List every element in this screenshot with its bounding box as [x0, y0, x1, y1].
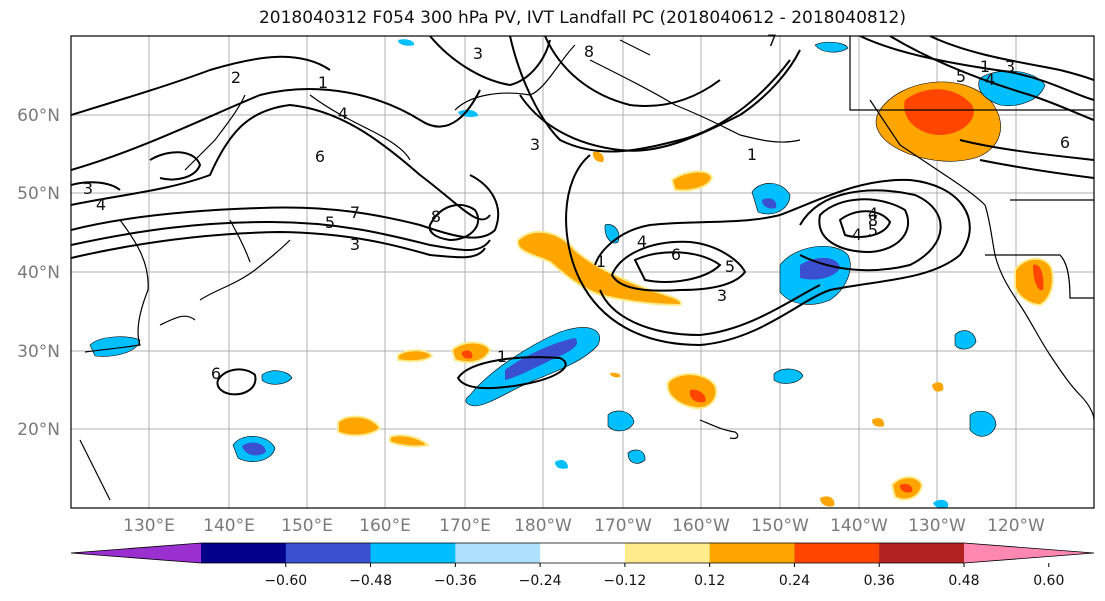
latitude-labels: 60°N 50°N 40°N 30°N 20°N — [17, 106, 60, 440]
colorbar-bin — [285, 543, 372, 563]
contour-label: 5 — [868, 221, 878, 240]
contour-label: 8 — [868, 211, 878, 230]
colorbar-tick-label: −0.36 — [434, 573, 477, 589]
colorbar-extend-max — [964, 543, 1094, 563]
lat-label-50n: 50°N — [17, 184, 60, 204]
map-frame — [70, 35, 1095, 509]
colorbar-tick-label: 0.48 — [948, 573, 979, 589]
longitude-labels: 130°E 140°E 150°E 160°E 170°E 180°W 170°… — [123, 516, 1045, 536]
contour-label: 3 — [83, 179, 93, 198]
lon-label-170w: 170°W — [594, 516, 652, 536]
contour-label: 1 — [747, 145, 757, 164]
colorbar — [70, 542, 1095, 564]
lon-label-150e: 150°E — [281, 516, 333, 536]
colorbar-extend-min — [71, 543, 201, 563]
map-title: 2018040312 F054 300 hPa PV, IVT Landfall… — [258, 8, 906, 28]
contour-label: 7 — [350, 203, 360, 222]
colorbar-tick-label: −0.48 — [349, 573, 392, 589]
lon-label-150w: 150°W — [751, 516, 809, 536]
pv-contours — [71, 36, 1094, 396]
contour-label: 1 — [596, 252, 606, 271]
contour-label: 5 — [325, 213, 335, 232]
contour-label: 3 — [530, 135, 540, 154]
lat-label-20n: 20°N — [17, 420, 60, 440]
colorbar-tick-label: 0.12 — [694, 573, 725, 589]
contour-label: 1 — [318, 73, 328, 92]
lon-label-160e: 160°E — [359, 516, 411, 536]
contour-label: 5 — [956, 67, 966, 86]
colorbar-outline — [70, 542, 1095, 564]
colorbar-tick-label: 0.36 — [864, 573, 895, 589]
lat-label-40n: 40°N — [17, 263, 60, 283]
lat-label-30n: 30°N — [17, 342, 60, 362]
lon-label-140e: 140°E — [203, 516, 255, 536]
contour-label: 4 — [985, 70, 995, 89]
contour-label: 4 — [852, 225, 862, 244]
lon-label-130e: 130°E — [123, 516, 175, 536]
contour-label: 2 — [231, 68, 241, 87]
contour-label: 6 — [211, 364, 221, 383]
colorbar-bin — [794, 543, 880, 563]
lon-label-140w: 140°W — [830, 516, 888, 536]
contour-label: 3 — [473, 44, 483, 63]
colorbar-tick-label: −0.24 — [519, 573, 562, 589]
contour-label: 3 — [1005, 57, 1015, 76]
colorbar-tick-label: 0.60 — [1033, 573, 1064, 589]
colorbar-tick-label: 0.24 — [779, 573, 810, 589]
contour-label: 3 — [717, 286, 727, 305]
contour-label: 6 — [315, 147, 325, 166]
colorbar-bin — [879, 543, 965, 563]
lon-label-160w: 160°W — [672, 516, 730, 536]
contour-label: 5 — [725, 257, 735, 276]
contour-label: 4 — [338, 104, 348, 123]
contour-label: 7 — [767, 31, 777, 50]
colorbar-bin — [624, 543, 711, 563]
contour-label: 4 — [96, 195, 106, 214]
lon-label-130w: 130°W — [908, 516, 966, 536]
lat-label-60n: 60°N — [17, 106, 60, 126]
colorbar-bin — [201, 543, 287, 563]
contour-label: 6 — [671, 245, 681, 264]
colorbar-tick-label: −0.12 — [603, 573, 646, 589]
lon-label-120w: 120°W — [987, 516, 1045, 536]
colorbar-bin — [455, 543, 541, 563]
contour-label: 4 — [637, 232, 647, 251]
contour-label: 3 — [350, 235, 360, 254]
colorbar-bin — [709, 543, 795, 563]
colorbar-tick-label: −0.60 — [264, 573, 307, 589]
lon-label-170e: 170°E — [439, 516, 491, 536]
lon-label-180w: 180°W — [514, 516, 572, 536]
contour-label: 1 — [980, 57, 990, 76]
contour-label: 8 — [584, 42, 594, 61]
contour-label: 6 — [1060, 133, 1070, 152]
contour-label: 4 — [868, 204, 878, 223]
colorbar-bin — [540, 543, 626, 563]
contour-label: 1 — [497, 347, 507, 366]
colorbar-bin — [370, 543, 456, 563]
contour-label: 8 — [431, 207, 441, 226]
colorbar-ticks: −0.60 −0.48 −0.36 −0.24 −0.12 0.12 0.24 0.36 0.4… — [264, 563, 1064, 589]
